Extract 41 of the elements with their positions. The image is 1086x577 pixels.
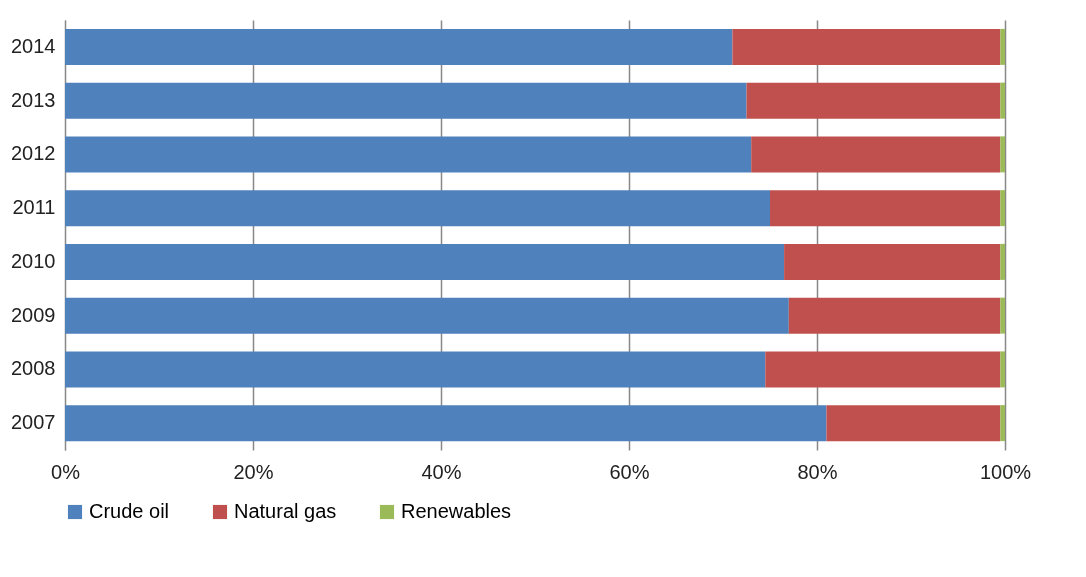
bar xyxy=(65,82,747,119)
x-tick-label: 40% xyxy=(421,460,462,483)
bar xyxy=(65,351,766,388)
bar xyxy=(1000,82,1005,119)
bar xyxy=(65,190,770,227)
bar xyxy=(1000,243,1005,280)
bar xyxy=(1000,190,1005,227)
legend-label: Crude oil xyxy=(89,500,170,522)
y-tick-label: 2007 xyxy=(11,411,56,434)
bar xyxy=(784,243,1001,280)
x-tick-label: 80% xyxy=(797,460,838,483)
bar xyxy=(788,297,1001,334)
y-tick-label: 2009 xyxy=(11,303,56,326)
y-tick-label: 2008 xyxy=(11,357,56,380)
y-tick-label: 2012 xyxy=(11,142,56,165)
bar xyxy=(770,190,1001,227)
y-tick-label: 2014 xyxy=(11,34,56,57)
bar xyxy=(1000,28,1005,65)
bar xyxy=(1000,297,1005,334)
legend-label: Renewables xyxy=(401,500,512,522)
bar xyxy=(65,243,785,280)
x-tick-label: 100% xyxy=(979,460,1032,483)
bar xyxy=(65,136,752,173)
x-tick-label: 20% xyxy=(233,460,274,483)
bar xyxy=(746,82,1001,119)
bar xyxy=(65,405,827,442)
y-tick-label: 2011 xyxy=(12,196,56,219)
bar xyxy=(765,351,1001,388)
bar xyxy=(751,136,1001,173)
bar xyxy=(1000,351,1005,388)
bar xyxy=(65,28,733,65)
bar xyxy=(826,405,1001,442)
x-tick-label: 0% xyxy=(51,460,81,483)
bar xyxy=(65,297,789,334)
y-tick-label: 2013 xyxy=(11,88,56,111)
bar xyxy=(1000,136,1005,173)
y-tick-label: 2010 xyxy=(11,249,56,272)
x-tick-label: 60% xyxy=(609,460,650,483)
bar xyxy=(1000,405,1005,442)
legend-label: Natural gas xyxy=(234,500,337,522)
bar xyxy=(732,28,1001,65)
